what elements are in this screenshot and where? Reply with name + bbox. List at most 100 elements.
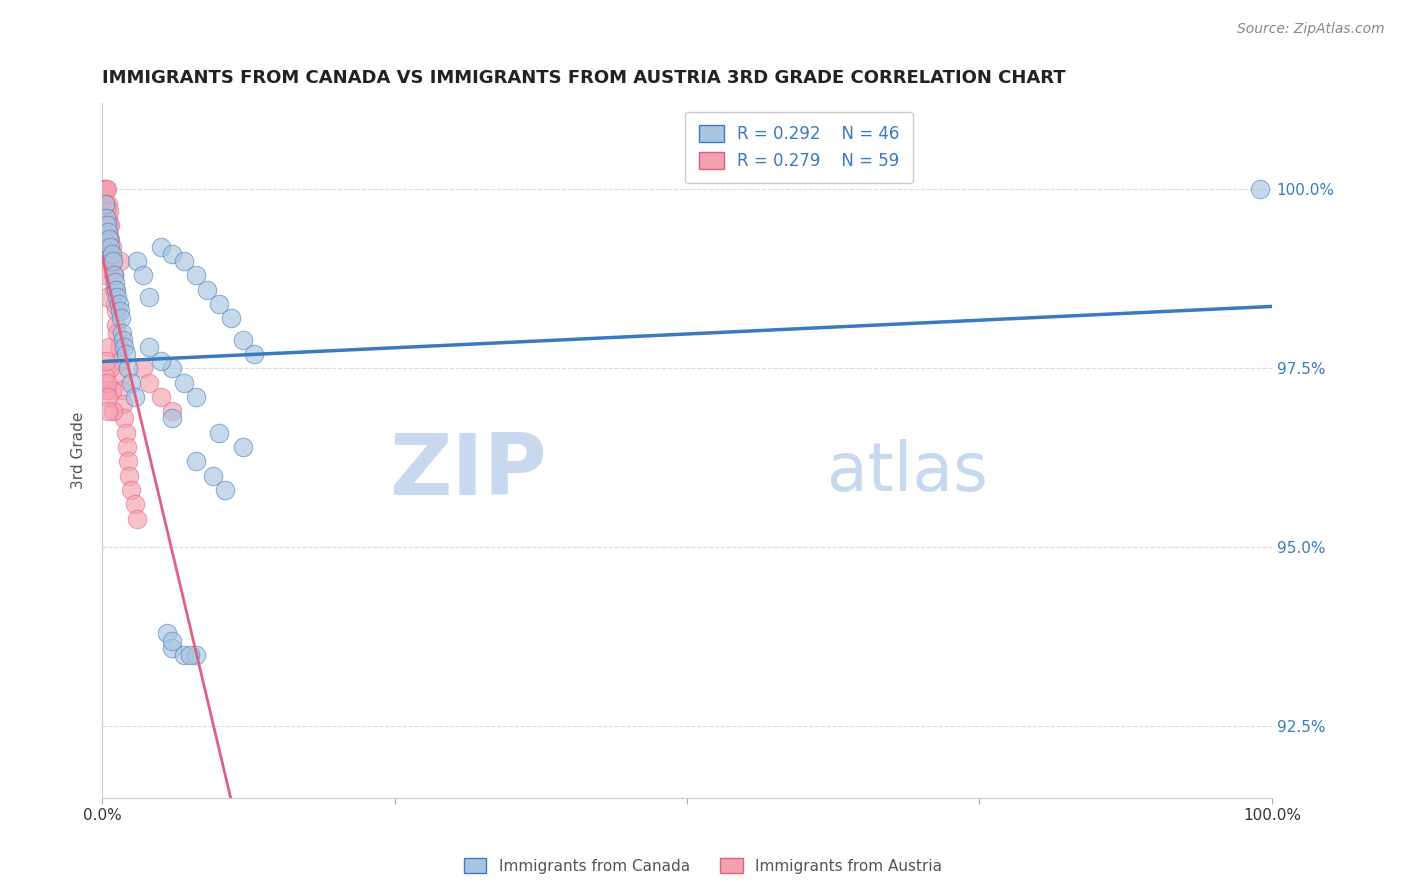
- Point: [94, 354, 117, 368]
- Point: [93, 254, 115, 268]
- Point: [107, 290, 129, 304]
- Point: [118, 468, 141, 483]
- Point: [101, 254, 124, 268]
- Point: [97, 239, 120, 253]
- Point: [94, 182, 117, 196]
- Point: [117, 361, 139, 376]
- Point: [115, 440, 138, 454]
- Point: [97, 225, 120, 239]
- Point: [111, 326, 134, 340]
- Point: [105, 318, 128, 333]
- Point: [138, 376, 160, 390]
- Point: [96, 218, 118, 232]
- Point: [93, 203, 115, 218]
- Point: [101, 254, 124, 268]
- Text: ZIP: ZIP: [389, 430, 547, 513]
- Point: [117, 454, 139, 468]
- Point: [93, 368, 115, 383]
- Point: [208, 297, 231, 311]
- Point: [97, 404, 120, 418]
- Point: [111, 383, 134, 397]
- Point: [120, 483, 142, 497]
- Point: [173, 376, 195, 390]
- Point: [112, 333, 135, 347]
- Point: [100, 246, 122, 260]
- Point: [107, 326, 129, 340]
- Point: [96, 218, 118, 232]
- Point: [162, 246, 184, 260]
- Point: [114, 347, 136, 361]
- Point: [243, 347, 266, 361]
- Point: [208, 425, 231, 440]
- Point: [93, 196, 115, 211]
- Point: [202, 468, 225, 483]
- Point: [107, 340, 129, 354]
- Text: Source: ZipAtlas.com: Source: ZipAtlas.com: [1237, 22, 1385, 37]
- Point: [110, 311, 132, 326]
- Point: [184, 268, 207, 283]
- Point: [93, 218, 115, 232]
- Point: [101, 404, 124, 418]
- Point: [94, 211, 117, 225]
- Point: [97, 211, 120, 225]
- Y-axis label: 3rd Grade: 3rd Grade: [72, 412, 86, 490]
- Point: [100, 254, 122, 268]
- Point: [173, 254, 195, 268]
- Point: [96, 182, 118, 196]
- Point: [162, 404, 184, 418]
- Point: [98, 340, 121, 354]
- Text: IMMIGRANTS FROM CANADA VS IMMIGRANTS FROM AUSTRIA 3RD GRADE CORRELATION CHART: IMMIGRANTS FROM CANADA VS IMMIGRANTS FRO…: [103, 69, 1066, 87]
- Point: [108, 304, 131, 318]
- Point: [93, 182, 115, 196]
- Point: [98, 218, 121, 232]
- Point: [100, 239, 122, 253]
- Point: [93, 182, 115, 196]
- Point: [94, 225, 117, 239]
- Point: [98, 232, 121, 246]
- Point: [162, 640, 184, 655]
- Point: [114, 340, 136, 354]
- Point: [162, 361, 184, 376]
- Point: [97, 196, 120, 211]
- Point: [127, 512, 149, 526]
- Legend: Immigrants from Canada, Immigrants from Austria: Immigrants from Canada, Immigrants from …: [457, 852, 949, 880]
- Point: [124, 497, 146, 511]
- Point: [120, 376, 142, 390]
- Point: [184, 648, 207, 662]
- Point: [103, 268, 125, 283]
- Text: atlas: atlas: [827, 439, 988, 505]
- Point: [179, 648, 201, 662]
- Point: [1249, 182, 1271, 196]
- Point: [107, 297, 129, 311]
- Point: [138, 290, 160, 304]
- Point: [114, 411, 136, 425]
- Point: [197, 283, 219, 297]
- Point: [94, 268, 117, 283]
- Point: [103, 283, 125, 297]
- Point: [104, 283, 127, 297]
- Point: [149, 239, 172, 253]
- Point: [232, 333, 254, 347]
- Point: [94, 383, 117, 397]
- Point: [105, 304, 128, 318]
- Point: [112, 397, 135, 411]
- Point: [96, 376, 118, 390]
- Point: [104, 297, 127, 311]
- Point: [138, 340, 160, 354]
- Point: [100, 239, 122, 253]
- Point: [96, 203, 118, 218]
- Point: [94, 211, 117, 225]
- Point: [108, 354, 131, 368]
- Point: [100, 218, 122, 232]
- Point: [101, 268, 124, 283]
- Point: [149, 354, 172, 368]
- Point: [162, 633, 184, 648]
- Point: [214, 483, 236, 497]
- Point: [97, 225, 120, 239]
- Point: [100, 232, 122, 246]
- Point: [110, 368, 132, 383]
- Point: [97, 390, 120, 404]
- Point: [155, 626, 177, 640]
- Point: [127, 254, 149, 268]
- Point: [96, 290, 118, 304]
